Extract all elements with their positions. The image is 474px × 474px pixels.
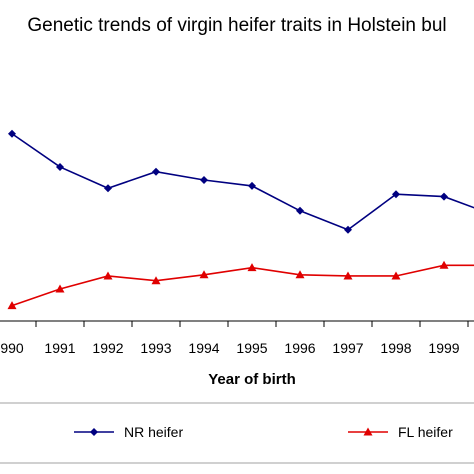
chart-title: Genetic trends of virgin heifer traits i… [27,15,446,36]
legend-marker [90,428,98,436]
x-axis-ticks: 990 1991 1992 1993 1994 1995 1996 1997 1998 1999 [0,340,459,356]
series-line [11,264,474,307]
x-tick-label: 990 [0,340,24,356]
data-point [440,192,448,201]
data-point [343,271,353,280]
x-tick-label: 1999 [428,340,459,356]
legend-marker [363,427,373,436]
legend-label: FL heifer [398,424,453,440]
data-point [295,270,305,279]
data-point [391,271,401,280]
plot-area [0,129,474,327]
data-point [248,181,256,190]
x-tick-label: 1995 [236,340,267,356]
data-point [439,260,449,269]
data-point [55,284,65,293]
x-tick-label: 1996 [284,340,315,356]
data-point [104,184,112,193]
x-axis-label: Year of birth [208,371,296,388]
data-point [344,225,352,234]
x-tick-label: 1993 [140,340,171,356]
legend-item-1: FL heifer [348,424,453,440]
x-tick-label: 1997 [332,340,363,356]
data-point [56,162,64,171]
data-point [8,129,16,138]
series-0 [8,129,474,234]
data-point [7,301,17,310]
data-point [296,206,304,215]
series-1 [7,260,474,310]
x-tick-label: 1998 [380,340,411,356]
data-point [103,271,113,280]
series-line [11,133,474,231]
legend-item-0: NR heifer [74,424,183,440]
x-tick-label: 1992 [92,340,123,356]
data-point [151,276,161,285]
x-tick-label: 1991 [44,340,75,356]
data-point [200,175,208,184]
data-point [199,270,209,279]
data-point [152,167,160,176]
data-point [247,263,257,272]
legend: NR heifer FL heifer [74,424,453,440]
legend-label: NR heifer [124,424,183,440]
x-tick-label: 1994 [188,340,219,356]
data-point [392,190,400,199]
